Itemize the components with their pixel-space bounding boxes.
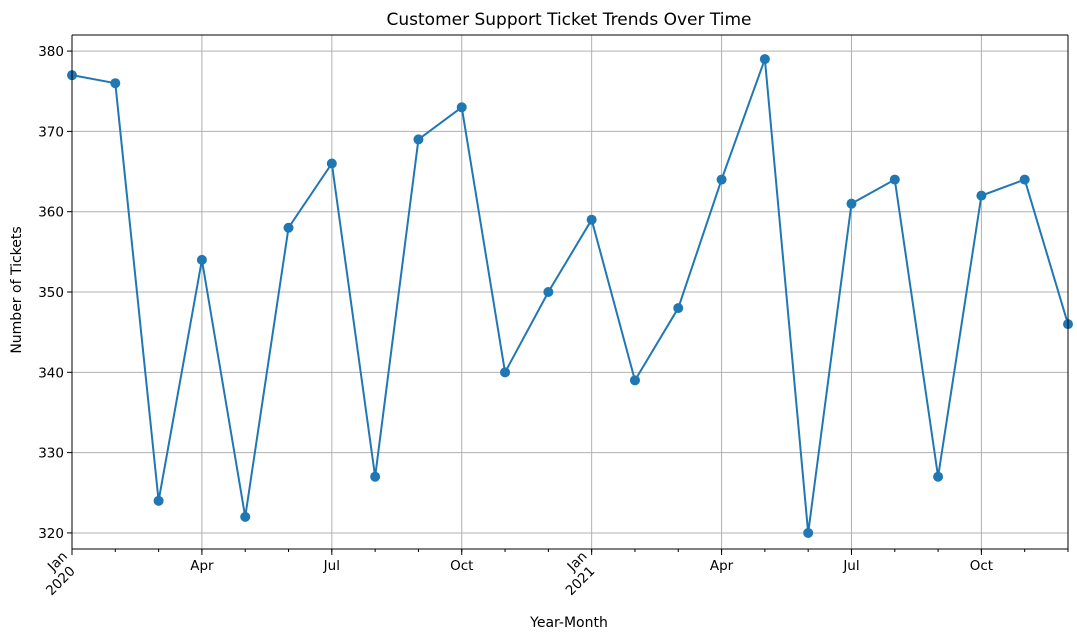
x-tick-label: Oct (450, 558, 473, 574)
x-tick-label: Apr (190, 558, 214, 574)
data-point (673, 303, 684, 314)
x-tick-label: Jul (842, 558, 859, 574)
x-tick-year-label: 2020 (43, 563, 79, 599)
y-tick-label: 360 (38, 205, 64, 221)
data-point (1019, 174, 1030, 185)
data-point (846, 198, 857, 209)
data-point (196, 254, 207, 265)
chart-title: Customer Support Ticket Trends Over Time (387, 10, 752, 30)
y-tick-label: 350 (38, 285, 64, 301)
x-axis-label: Year-Month (529, 615, 608, 631)
data-point (759, 54, 770, 65)
data-point (240, 511, 251, 522)
y-tick-label: 330 (38, 446, 64, 462)
data-point (629, 375, 640, 386)
data-point (153, 495, 164, 506)
x-tick-label: Apr (710, 558, 734, 574)
data-point (456, 102, 467, 113)
series-layer (67, 54, 1073, 538)
grid (71, 35, 1068, 549)
data-point (110, 78, 121, 89)
data-point (413, 134, 424, 145)
data-point (803, 527, 814, 538)
data-point (543, 287, 554, 297)
x-tick-label: Oct (970, 558, 993, 574)
y-tick-label: 320 (38, 526, 64, 542)
data-point (933, 471, 944, 482)
y-tick-label: 380 (38, 44, 64, 60)
y-tick-label: 340 (38, 365, 64, 381)
series-line (71, 58, 1069, 534)
data-point (976, 190, 987, 201)
data-point (370, 471, 381, 482)
data-point (500, 367, 511, 378)
y-axis-label: Number of Tickets (9, 226, 25, 353)
x-tick-year-label: 2021 (563, 563, 599, 599)
data-point (889, 174, 900, 185)
y-tick-label: 370 (38, 124, 64, 140)
data-point (586, 214, 597, 225)
x-tick-label: Jul (323, 558, 340, 574)
data-point (283, 222, 294, 233)
data-point (326, 158, 337, 169)
data-point (716, 174, 727, 185)
